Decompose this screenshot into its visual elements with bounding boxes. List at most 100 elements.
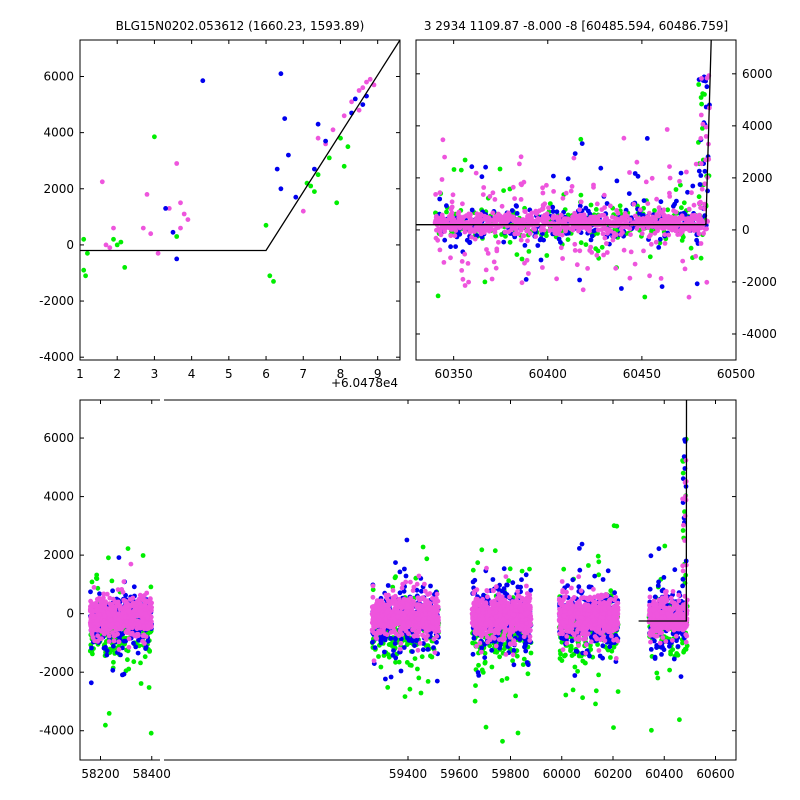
data-point	[477, 215, 482, 221]
data-point	[578, 136, 584, 142]
data-point	[384, 609, 390, 615]
data-point	[282, 116, 288, 121]
data-point	[484, 588, 490, 593]
data-point	[416, 628, 422, 634]
data-point	[382, 637, 388, 643]
data-point	[482, 279, 488, 285]
data-point	[515, 584, 521, 590]
data-point	[574, 262, 580, 268]
data-point	[446, 225, 452, 231]
data-point	[415, 595, 421, 601]
data-point	[639, 218, 645, 224]
model-line-top-left	[80, 40, 400, 252]
data-point	[551, 189, 556, 194]
data-point	[518, 154, 524, 160]
data-point	[372, 604, 378, 610]
data-point	[499, 203, 505, 209]
data-point	[448, 206, 454, 212]
data-point	[687, 228, 692, 234]
data-point	[479, 599, 485, 604]
data-point	[474, 233, 480, 238]
data-point	[387, 642, 393, 647]
data-point	[149, 608, 154, 613]
data-point	[527, 634, 533, 639]
data-point	[519, 568, 525, 574]
data-point	[489, 616, 495, 621]
data-point	[641, 248, 646, 254]
data-point	[627, 275, 633, 281]
data-point	[553, 231, 559, 237]
data-point	[572, 241, 578, 247]
data-point	[492, 635, 497, 641]
top-left-ytick-label: -4000	[39, 350, 74, 364]
data-point	[414, 581, 420, 587]
data-point	[140, 594, 146, 599]
data-point	[677, 231, 683, 237]
data-point	[479, 547, 485, 553]
data-point	[405, 602, 410, 607]
data-point	[658, 276, 664, 281]
data-point	[364, 79, 369, 85]
data-point	[476, 662, 481, 668]
data-point	[114, 242, 120, 248]
top-right-xtick-label: 60450	[623, 367, 661, 381]
data-point	[662, 241, 668, 246]
data-point	[680, 226, 686, 232]
data-point	[587, 248, 593, 253]
data-point	[456, 215, 462, 220]
data-point	[527, 638, 533, 643]
data-point	[145, 638, 151, 644]
data-point	[515, 231, 521, 237]
data-point	[107, 245, 113, 251]
data-point	[676, 219, 682, 225]
data-point	[425, 679, 431, 684]
data-point	[96, 612, 102, 618]
data-point	[117, 604, 123, 609]
data-point	[111, 633, 117, 639]
data-point	[116, 611, 121, 617]
data-point	[485, 639, 490, 645]
data-point	[89, 579, 95, 585]
data-point	[478, 211, 484, 217]
data-point	[360, 102, 366, 107]
data-point	[403, 573, 409, 579]
data-point	[693, 161, 699, 167]
data-point	[601, 252, 606, 258]
data-point	[648, 241, 654, 247]
data-point	[482, 655, 488, 660]
data-point	[174, 161, 180, 166]
data-point	[524, 660, 530, 665]
top-left-ytick-label: 6000	[43, 69, 74, 83]
data-point	[271, 279, 276, 284]
data-point	[500, 622, 505, 628]
data-point	[393, 574, 398, 580]
data-point	[507, 631, 513, 637]
data-point	[404, 642, 410, 647]
data-point	[599, 207, 605, 213]
data-point	[116, 639, 122, 645]
data-point	[522, 641, 528, 647]
data-point	[178, 225, 183, 231]
data-point	[428, 653, 433, 659]
data-point	[334, 200, 340, 206]
data-point	[619, 286, 624, 291]
data-point	[520, 662, 526, 667]
data-point	[568, 188, 574, 194]
data-point	[642, 294, 648, 300]
data-point	[503, 574, 509, 579]
data-point	[409, 608, 415, 614]
data-point	[138, 660, 143, 666]
data-point	[503, 212, 508, 218]
data-point	[641, 198, 647, 204]
data-point	[511, 612, 517, 618]
data-point	[110, 588, 115, 594]
data-point	[392, 641, 398, 646]
panel-title-top-left: BLG15N0202.053612 (1660.23, 1593.89)	[116, 19, 365, 33]
data-point	[581, 215, 587, 221]
data-point	[390, 588, 396, 593]
data-point	[510, 658, 515, 664]
data-point	[103, 644, 108, 650]
data-point	[116, 555, 122, 560]
data-point	[497, 166, 503, 172]
